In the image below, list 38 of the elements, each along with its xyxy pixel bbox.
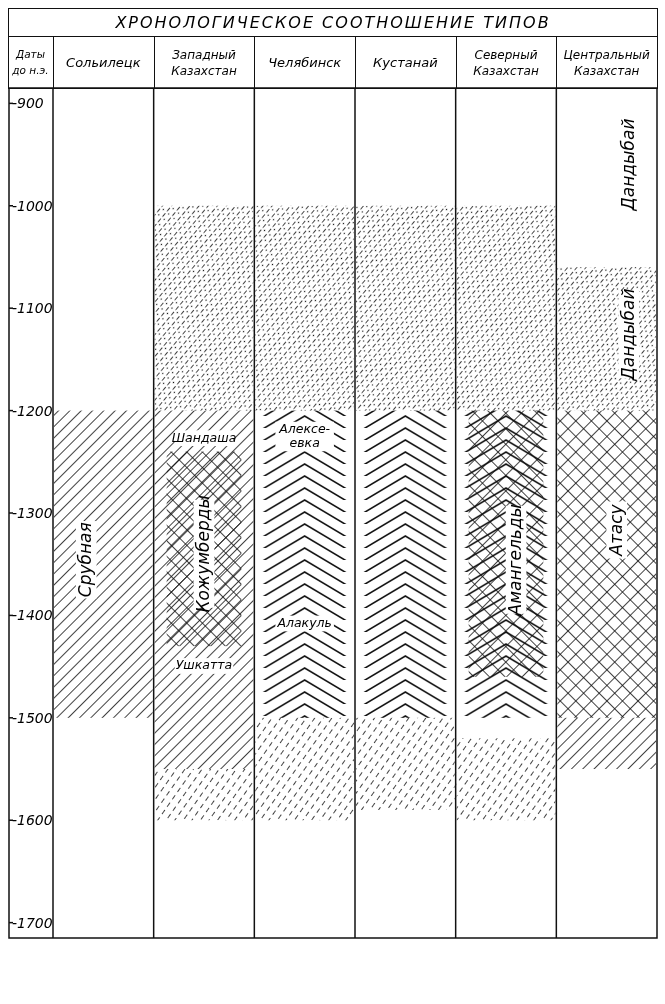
annotation: Дандыбай xyxy=(617,288,638,382)
bar xyxy=(356,205,455,411)
bar xyxy=(255,205,354,411)
x-tick-label: Сольилецк xyxy=(66,55,141,70)
annotation: Шандаша xyxy=(171,429,237,445)
y-tick-label: -1700 xyxy=(12,914,53,931)
y-tick-label: -1100 xyxy=(12,300,53,317)
y-tick-label: -1600 xyxy=(12,812,53,829)
annotation: Дандыбай xyxy=(617,118,638,212)
bar xyxy=(154,769,254,821)
annotation: Атасу xyxy=(605,503,626,557)
y-tick-label: -1500 xyxy=(12,709,53,726)
bar xyxy=(356,717,455,810)
annotation: Ушкатта xyxy=(175,657,233,673)
annotation: Алексе-евка xyxy=(278,421,331,450)
annotation: Срубная xyxy=(75,522,96,598)
y-tick-label: -900 xyxy=(12,95,44,112)
bar xyxy=(154,205,254,411)
x-tick-label: Челябинск xyxy=(268,55,342,70)
bar xyxy=(255,717,354,821)
annotation: Кожумберды xyxy=(192,495,213,613)
annotation: Амангельды xyxy=(505,504,526,617)
y-tick-label: -1300 xyxy=(12,505,53,521)
x-tick-label: Центральный Казахстан xyxy=(563,48,651,78)
y-tick-label: -1000 xyxy=(12,197,53,214)
y-tick-label: -1400 xyxy=(12,607,53,624)
x-tick-label: Кустанай xyxy=(373,55,438,70)
bar xyxy=(468,410,544,677)
bar xyxy=(456,205,556,411)
chart-title: ХРОНОЛОГИЧЕСКОЕ СООТНОШЕНИЕ ТИПОВ xyxy=(114,13,551,32)
bar xyxy=(557,267,656,411)
y-tick-label: -1200 xyxy=(12,402,53,419)
annotation: Алакуль xyxy=(276,614,332,630)
bar xyxy=(54,410,153,718)
x-tick-label: Западный Казахстан xyxy=(171,48,237,78)
bar xyxy=(557,717,656,770)
x-tick-label: Северный Казахстан xyxy=(473,48,539,78)
y-axis-title: Даты до н.э. xyxy=(11,48,49,76)
